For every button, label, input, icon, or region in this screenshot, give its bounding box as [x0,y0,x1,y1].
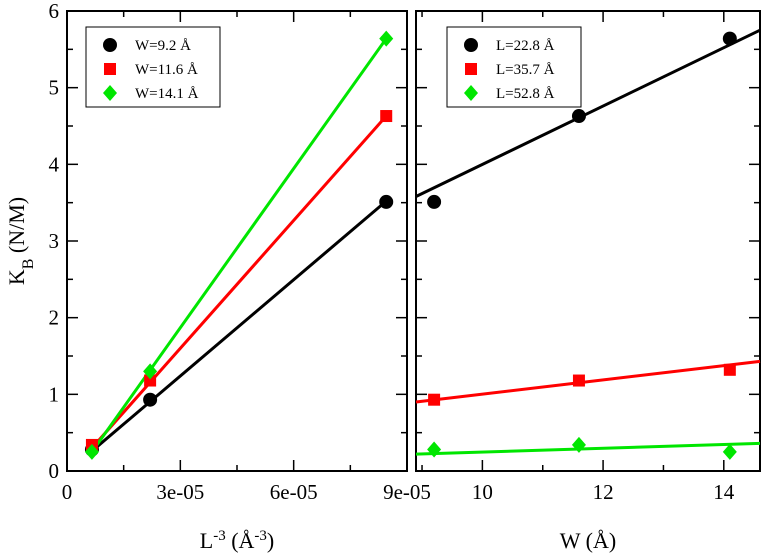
left-y-tick-label: 2 [49,306,60,330]
right-tick-labels: 10 12 14 [472,480,735,504]
right-x-tick-label: 14 [713,480,735,504]
left-point-2-1 [143,363,158,380]
left-x-axis-label: L-3 (Å-3) [200,528,275,553]
left-tick-labels: 0 1 2 3 4 5 6 0 3e-05 6e-05 9e-05 [49,0,431,504]
right-legend-label-1: L=35.7 Å [496,62,555,78]
right-legend-marker-circle [464,38,478,52]
left-legend-label-0: W=9.2 Å [135,38,191,54]
left-x-tick-label: 0 [62,480,73,504]
right-point-1-2 [723,363,736,376]
left-point-2-2 [379,30,394,47]
left-y-tick-label: 3 [49,229,60,253]
right-point-2-1 [571,436,586,453]
left-y-tick-label: 1 [49,382,60,406]
left-fit-line-0 [90,199,388,453]
left-panel: 0 1 2 3 4 5 6 0 3e-05 6e-05 9e-05 W=9.2 Å W=11.6 Å… [4,0,431,553]
right-fit-lines [415,28,761,456]
left-point-1-1 [144,374,157,387]
right-legend-label-2: L=52.8 Å [496,86,555,102]
right-x-tick-label: 10 [472,480,493,504]
right-panel: 10 12 14 L=22.8 Å L=35.7 Å L=52.8 Å W (Å) [415,10,761,553]
left-point-1-2 [380,110,393,123]
right-point-0-1 [571,109,586,124]
right-x-axis-label: W (Å) [560,528,616,553]
left-point-0-2 [379,194,394,209]
right-legend-label-0: L=22.8 Å [496,38,555,54]
left-fit-lines [90,37,388,453]
right-x-tick-label: 12 [593,480,614,504]
left-legend: W=9.2 Å W=11.6 Å W=14.1 Å [85,26,221,108]
left-legend-marker-circle [103,38,117,52]
right-point-0-2 [722,31,737,46]
left-legend-marker-diamond [103,85,117,101]
right-fit-line-2 [415,441,761,456]
left-ticks [66,10,408,472]
right-legend-marker-diamond [464,85,478,101]
left-markers [84,30,394,460]
left-y-tick-label: 4 [49,152,60,176]
left-x-tick-label: 6e-05 [270,480,318,504]
right-fit-line-1 [415,359,761,404]
right-point-1-0 [428,393,441,406]
left-fit-line-1 [90,115,388,449]
left-x-tick-label: 9e-05 [383,480,431,504]
left-y-tick-label: 0 [49,459,60,483]
left-point-0-1 [143,392,158,407]
left-y-tick-label: 6 [49,0,60,23]
right-legend: L=22.8 Å L=35.7 Å L=52.8 Å [446,26,582,108]
right-fit-line-0 [415,28,761,198]
right-point-1-1 [572,374,585,387]
right-point-0-0 [427,194,442,209]
right-markers [427,31,737,460]
right-legend-marker-square [465,63,477,75]
left-legend-label-1: W=11.6 Å [135,62,198,78]
left-x-tick-label: 3e-05 [156,480,204,504]
left-legend-marker-square [104,63,116,75]
left-fit-line-2 [90,37,388,453]
left-legend-label-2: W=14.1 Å [135,86,199,102]
right-point-2-2 [722,443,737,460]
left-point-2-0 [84,443,99,460]
right-point-2-0 [427,441,442,458]
left-y-axis-label: KB (N/M) [4,197,37,285]
right-ticks [416,10,760,472]
left-y-tick-label: 5 [49,76,60,100]
